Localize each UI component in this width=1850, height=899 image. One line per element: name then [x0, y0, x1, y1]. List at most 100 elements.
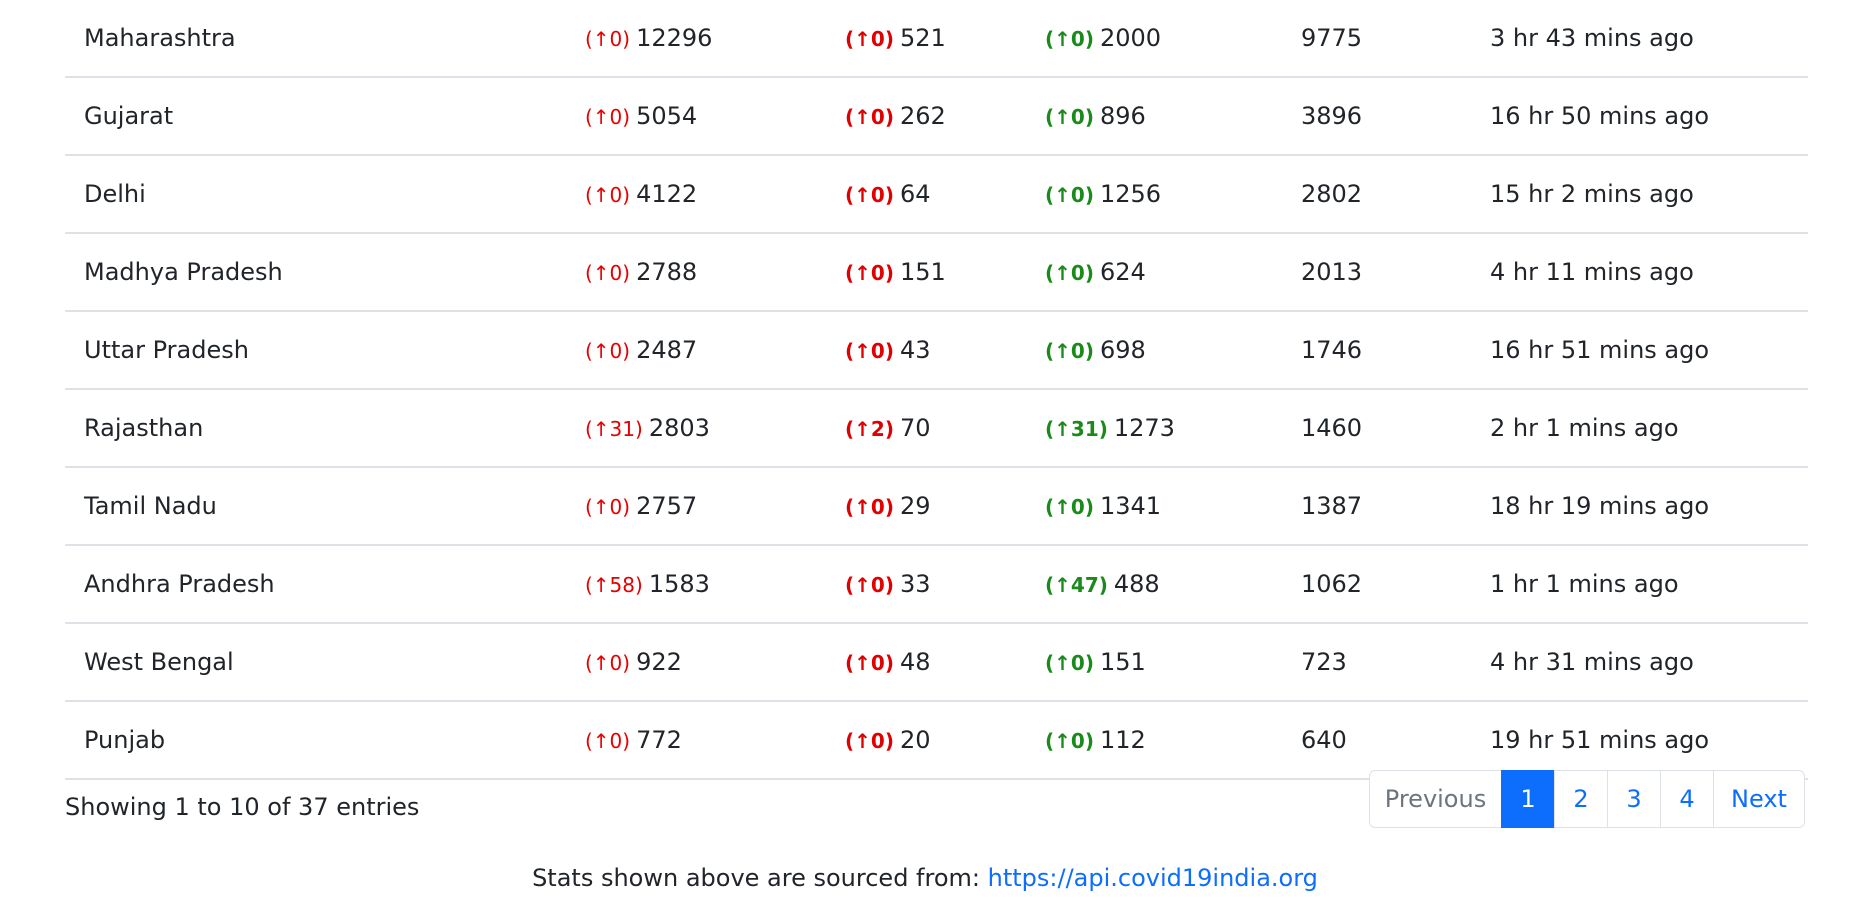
deaths-count: 29 — [899, 492, 931, 520]
recovered-count: 1273 — [1113, 414, 1175, 442]
source-link[interactable]: https://api.covid19india.org — [987, 864, 1318, 892]
last-updated: 1 hr 1 mins ago — [1490, 570, 1679, 598]
state-stats-table: Maharashtra (↑0) 12296 (↑0) 521 (↑0) 2000 9775 3… — [65, 0, 1808, 780]
recovered-delta: (↑31) — [1045, 417, 1108, 441]
confirmed-count: 922 — [636, 648, 682, 676]
recovered-count: 1341 — [1099, 492, 1162, 520]
state-name: Madhya Pradesh — [84, 258, 283, 286]
confirmed-count: 4122 — [636, 180, 698, 208]
deaths-count: 43 — [899, 336, 931, 364]
confirmed-count: 2757 — [636, 492, 698, 520]
recovered-delta: (↑0) — [1045, 729, 1094, 753]
deaths-count: 151 — [899, 258, 946, 286]
active-count: 3896 — [1301, 102, 1363, 130]
active-count: 2013 — [1301, 258, 1363, 286]
deaths-delta: (↑0) — [845, 729, 894, 753]
table-row: Punjab (↑0) 772 (↑0) 20 (↑0) 112 640 19 hr 51 mi… — [65, 701, 1808, 780]
entries-info: Showing 1 to 10 of 37 entries — [65, 793, 420, 821]
confirmed-count: 2803 — [648, 414, 710, 442]
active-count: 1387 — [1301, 492, 1363, 520]
recovered-count: 698 — [1099, 336, 1146, 364]
deaths-delta: (↑0) — [845, 495, 894, 519]
deaths-count: 64 — [899, 180, 931, 208]
active-count: 640 — [1301, 726, 1347, 754]
recovered-delta: (↑0) — [1045, 495, 1094, 519]
table-row: Madhya Pradesh (↑0) 2788 (↑0) 151 (↑0) 624 2013… — [65, 233, 1808, 312]
state-name: Rajasthan — [84, 414, 204, 442]
recovered-delta: (↑47) — [1045, 573, 1108, 597]
deaths-delta: (↑2) — [845, 417, 894, 441]
recovered-delta: (↑0) — [1045, 261, 1094, 285]
page-4-button[interactable]: 4 — [1660, 770, 1714, 828]
deaths-delta: (↑0) — [845, 183, 894, 207]
last-updated: 3 hr 43 mins ago — [1490, 24, 1694, 52]
recovered-count: 488 — [1113, 570, 1160, 598]
confirmed-delta: (↑0) — [585, 27, 631, 51]
deaths-count: 48 — [899, 648, 931, 676]
recovered-delta: (↑0) — [1045, 651, 1094, 675]
last-updated: 16 hr 51 mins ago — [1490, 336, 1710, 364]
deaths-delta: (↑0) — [845, 27, 894, 51]
last-updated: 16 hr 50 mins ago — [1490, 102, 1710, 130]
recovered-delta: (↑0) — [1045, 339, 1094, 363]
last-updated: 18 hr 19 mins ago — [1490, 492, 1710, 520]
confirmed-delta: (↑0) — [585, 105, 631, 129]
last-updated: 4 hr 11 mins ago — [1490, 258, 1694, 286]
deaths-count: 262 — [899, 102, 946, 130]
active-count: 723 — [1301, 648, 1347, 676]
table-row: Gujarat (↑0) 5054 (↑0) 262 (↑0) 896 3896 16 hr 5… — [65, 77, 1808, 156]
table-row: Tamil Nadu (↑0) 2757 (↑0) 29 (↑0) 1341 1387 18 h… — [65, 467, 1808, 546]
page-3-button[interactable]: 3 — [1607, 770, 1661, 828]
deaths-count: 33 — [899, 570, 931, 598]
state-name: Gujarat — [84, 102, 174, 130]
recovered-count: 896 — [1099, 102, 1146, 130]
recovered-count: 624 — [1099, 258, 1146, 286]
state-name: West Bengal — [84, 648, 234, 676]
confirmed-delta: (↑31) — [585, 417, 643, 441]
recovered-delta: (↑0) — [1045, 27, 1094, 51]
next-page-button[interactable]: Next — [1713, 770, 1805, 828]
confirmed-count: 2788 — [636, 258, 698, 286]
deaths-delta: (↑0) — [845, 573, 894, 597]
source-prefix: Stats shown above are sourced from: — [532, 864, 980, 892]
last-updated: 4 hr 31 mins ago — [1490, 648, 1694, 676]
confirmed-delta: (↑0) — [585, 729, 631, 753]
recovered-delta: (↑0) — [1045, 105, 1094, 129]
table-row: Uttar Pradesh (↑0) 2487 (↑0) 43 (↑0) 698 1746 16… — [65, 311, 1808, 390]
confirmed-delta: (↑0) — [585, 261, 631, 285]
recovered-count: 1256 — [1099, 180, 1162, 208]
active-count: 1460 — [1301, 414, 1363, 442]
recovered-delta: (↑0) — [1045, 183, 1094, 207]
table-row: Rajasthan (↑31) 2803 (↑2) 70 (↑31) 1273 1460 2 h… — [65, 389, 1808, 468]
active-count: 1062 — [1301, 570, 1363, 598]
deaths-count: 20 — [899, 726, 931, 754]
table-row: West Bengal (↑0) 922 (↑0) 48 (↑0) 151 723 4 hr 3… — [65, 623, 1808, 702]
page-1-button[interactable]: 1 — [1501, 770, 1555, 828]
confirmed-delta: (↑0) — [585, 183, 631, 207]
deaths-count: 521 — [899, 24, 946, 52]
confirmed-count: 5054 — [636, 102, 698, 130]
previous-page-button[interactable]: Previous — [1369, 770, 1502, 828]
confirmed-count: 2487 — [636, 336, 698, 364]
confirmed-count: 12296 — [636, 24, 713, 52]
confirmed-delta: (↑0) — [585, 339, 631, 363]
active-count: 1746 — [1301, 336, 1363, 364]
deaths-delta: (↑0) — [845, 651, 894, 675]
source-attribution: Stats shown above are sourced from: http… — [0, 864, 1850, 892]
table-body: Maharashtra (↑0) 12296 (↑0) 521 (↑0) 2000 9775 3… — [65, 0, 1808, 780]
table-row: Andhra Pradesh (↑58) 1583 (↑0) 33 (↑47) 488 106… — [65, 545, 1808, 624]
recovered-count: 112 — [1099, 726, 1146, 754]
last-updated: 19 hr 51 mins ago — [1490, 726, 1710, 754]
confirmed-delta: (↑58) — [585, 573, 643, 597]
recovered-count: 151 — [1099, 648, 1146, 676]
last-updated: 15 hr 2 mins ago — [1490, 180, 1694, 208]
state-name: Punjab — [84, 726, 166, 754]
table-row: Maharashtra (↑0) 12296 (↑0) 521 (↑0) 2000 9775 3… — [65, 0, 1808, 78]
last-updated: 2 hr 1 mins ago — [1490, 414, 1679, 442]
confirmed-delta: (↑0) — [585, 651, 631, 675]
recovered-count: 2000 — [1099, 24, 1162, 52]
active-count: 9775 — [1301, 24, 1363, 52]
page-2-button[interactable]: 2 — [1554, 770, 1608, 828]
state-name: Maharashtra — [84, 24, 236, 52]
state-name: Tamil Nadu — [84, 492, 217, 520]
